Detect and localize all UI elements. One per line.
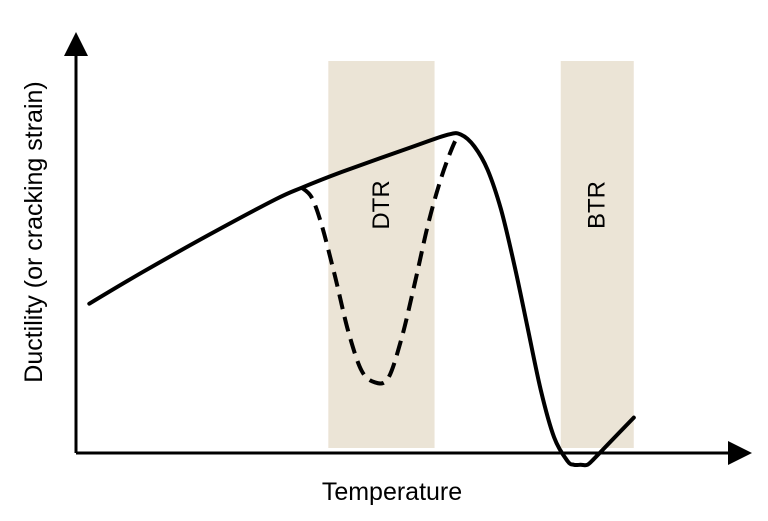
band-label-btr: BTR <box>584 181 611 229</box>
solid-ductility-curve <box>87 131 636 468</box>
x-axis-arrowhead <box>728 441 752 465</box>
y-axis-arrowhead <box>64 32 88 56</box>
bands-layer: DTR BTR <box>328 61 634 448</box>
axes-layer <box>64 32 752 465</box>
x-axis-title: Temperature <box>322 478 462 506</box>
y-axis-title: Ductility (or cracking strain) <box>20 81 48 382</box>
band-dtr <box>328 61 435 448</box>
band-label-dtr: DTR <box>368 180 395 229</box>
dashed-ductility-curve <box>300 133 463 386</box>
band-btr <box>560 61 634 448</box>
series-layer <box>87 131 636 468</box>
